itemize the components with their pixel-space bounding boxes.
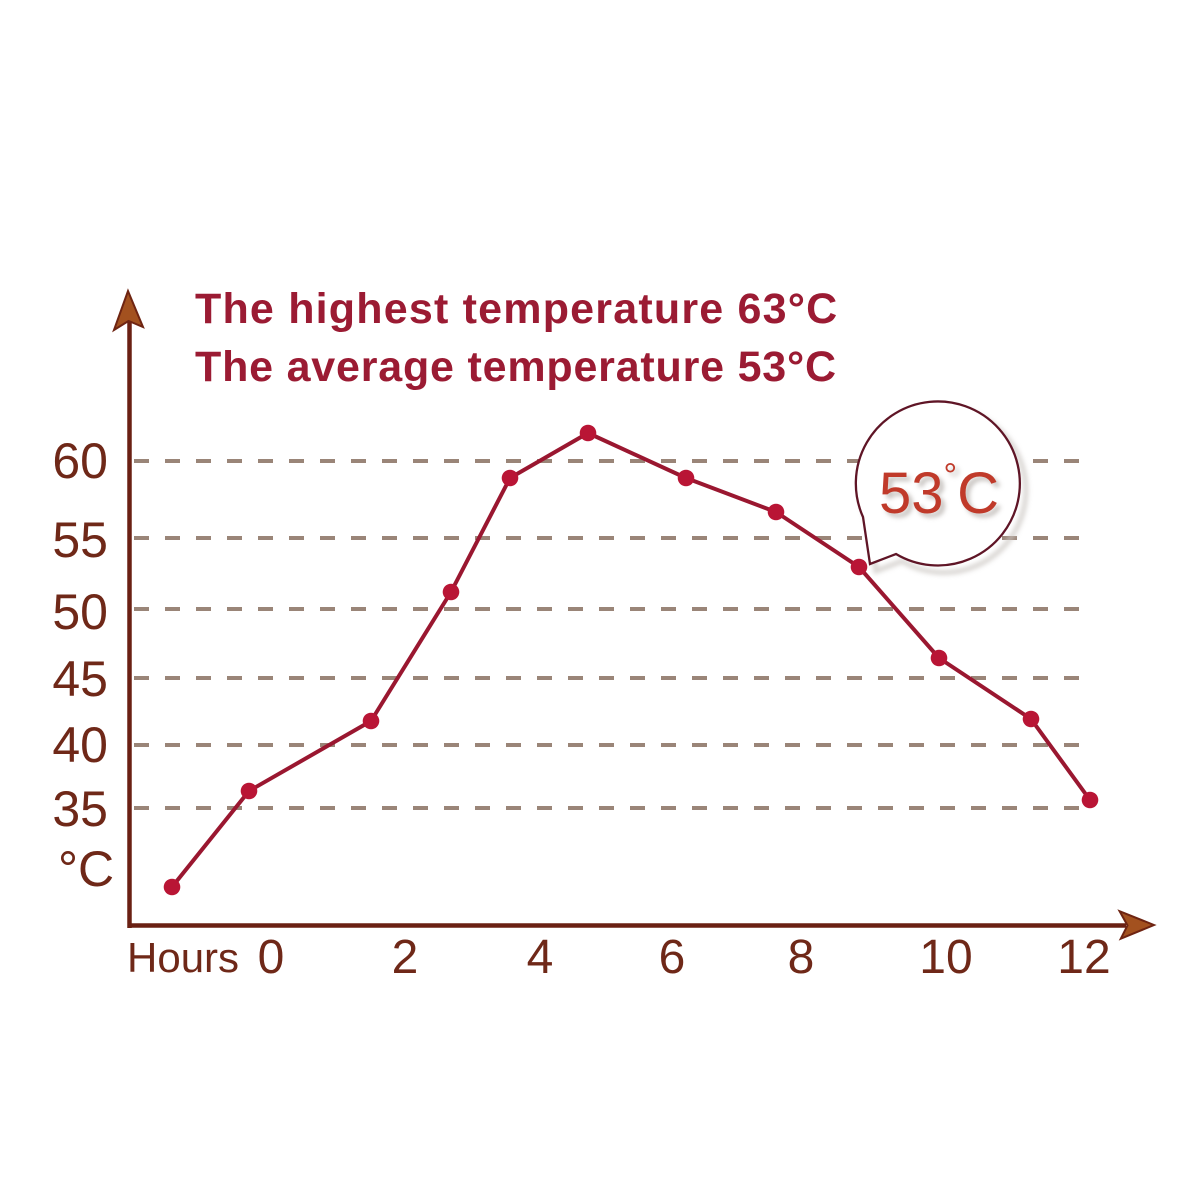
svg-text:°C: °C (58, 841, 114, 897)
svg-text:35: 35 (52, 781, 108, 837)
svg-text:12: 12 (1057, 931, 1110, 984)
svg-text:45: 45 (52, 651, 108, 707)
svg-text:53°C: 53°C (883, 461, 1003, 530)
svg-text:60: 60 (52, 433, 108, 489)
svg-text:The highest temperature 63°C: The highest temperature 63°C (195, 285, 838, 333)
svg-text:55: 55 (52, 512, 108, 568)
svg-text:50: 50 (52, 584, 108, 640)
svg-text:The average temperature 53°C: The average temperature 53°C (195, 343, 837, 391)
svg-text:8: 8 (788, 931, 815, 984)
svg-text:0: 0 (258, 931, 285, 984)
svg-text:Hours: Hours (127, 934, 239, 981)
svg-text:10: 10 (919, 931, 972, 984)
svg-text:53°C: 53°C (879, 457, 999, 526)
svg-text:40: 40 (52, 717, 108, 773)
svg-text:6: 6 (659, 931, 686, 984)
svg-text:4: 4 (527, 931, 554, 984)
svg-text:2: 2 (392, 931, 419, 984)
